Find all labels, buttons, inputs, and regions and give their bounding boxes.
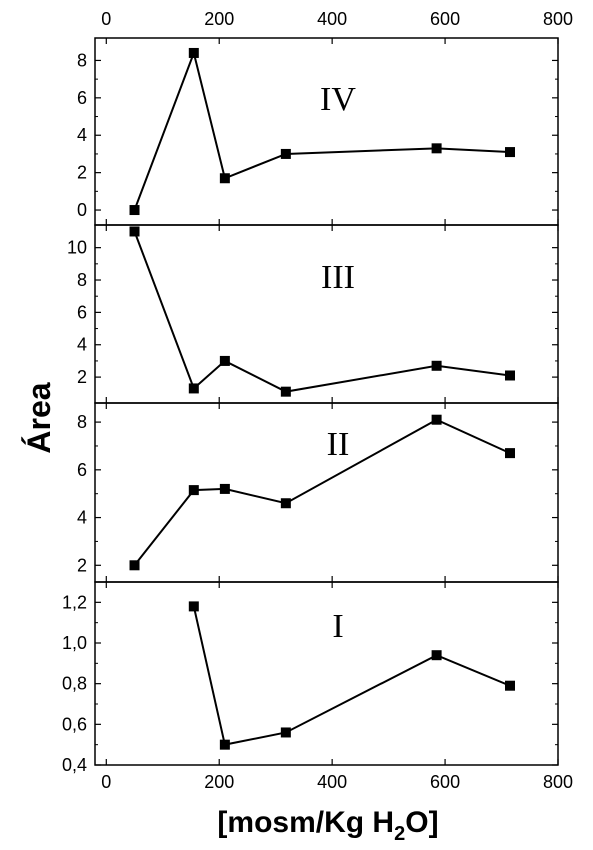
y-tick-label: 4 bbox=[77, 125, 87, 145]
data-point bbox=[431, 414, 442, 425]
panel-ii: 2 4 6 8 II bbox=[77, 402, 559, 583]
data-point bbox=[431, 360, 442, 371]
data-point bbox=[431, 650, 442, 661]
data-point bbox=[188, 601, 199, 612]
y-tick-label: 2 bbox=[77, 367, 87, 387]
top-x-tick-label: 400 bbox=[317, 9, 347, 29]
y-tick-label: 0 bbox=[77, 200, 87, 220]
y-tick-label: 10 bbox=[67, 238, 87, 258]
data-point bbox=[129, 205, 140, 216]
y-tick-label: 8 bbox=[77, 412, 87, 432]
data-point bbox=[188, 485, 199, 496]
data-point bbox=[219, 355, 230, 366]
y-tick-label: 6 bbox=[77, 460, 87, 480]
data-point bbox=[219, 739, 230, 750]
y-tick-label: 1,2 bbox=[62, 592, 87, 612]
data-point bbox=[280, 386, 291, 397]
panel-label: III bbox=[321, 259, 355, 296]
data-point bbox=[219, 483, 230, 494]
x-axis-title-main: [mosm/Kg H bbox=[217, 806, 394, 839]
top-x-tick-label: 200 bbox=[204, 9, 234, 29]
y-tick-label: 8 bbox=[77, 50, 87, 70]
top-x-axis: 0 200 400 600 800 bbox=[101, 9, 573, 29]
series-line-iii bbox=[133, 231, 511, 393]
series-line-iv bbox=[133, 49, 511, 211]
data-point bbox=[129, 560, 140, 571]
data-point bbox=[280, 148, 291, 159]
y-tick-label: 6 bbox=[77, 302, 87, 322]
data-point bbox=[505, 370, 516, 381]
panel-frame bbox=[94, 581, 559, 766]
panel-frame bbox=[94, 224, 559, 404]
y-tick-label: 0,6 bbox=[62, 714, 87, 734]
data-point bbox=[129, 226, 140, 237]
x-axis-title: [mosm/Kg H2O] bbox=[217, 806, 438, 845]
y-tick-label: 4 bbox=[77, 335, 87, 355]
y-tick-label: 0,8 bbox=[62, 674, 87, 694]
x-axis-title-subscript: 2 bbox=[394, 823, 405, 845]
y-tick-label: 1,0 bbox=[62, 633, 87, 653]
panel-i: 0,4 0,6 0,8 1,0 1,2 I bbox=[62, 581, 559, 775]
panel-iv: 0 2 4 6 8 IV bbox=[77, 37, 559, 226]
panel-iii: 2 4 6 8 10 III bbox=[67, 224, 559, 404]
data-point bbox=[188, 383, 199, 394]
data-point bbox=[431, 143, 442, 154]
bottom-x-tick-label: 0 bbox=[101, 772, 111, 792]
bottom-x-tick-label: 800 bbox=[543, 772, 573, 792]
bottom-x-tick-label: 400 bbox=[317, 772, 347, 792]
y-tick-label: 0,4 bbox=[62, 755, 87, 775]
bottom-x-tick-label: 600 bbox=[430, 772, 460, 792]
y-tick-label: 8 bbox=[77, 270, 87, 290]
panel-label: II bbox=[327, 426, 350, 463]
top-x-tick-label: 0 bbox=[101, 9, 111, 29]
bottom-x-tick-label: 200 bbox=[204, 772, 234, 792]
series-line-ii bbox=[133, 418, 511, 566]
series-line-i bbox=[192, 606, 511, 746]
y-tick-label: 2 bbox=[77, 163, 87, 183]
y-tick-label: 4 bbox=[77, 508, 87, 528]
panel-label: I bbox=[332, 608, 343, 645]
data-point bbox=[505, 147, 516, 158]
y-tick-label: 2 bbox=[77, 555, 87, 575]
data-point bbox=[505, 680, 516, 691]
top-x-tick-label: 800 bbox=[543, 9, 573, 29]
chart-panels: 0 2 4 6 8 IV 2 4 6 8 10 III 2 4 6 8 II 0,4 0,6 0,8 1,0 1,2 I bbox=[62, 37, 559, 775]
data-point bbox=[219, 173, 230, 184]
data-point bbox=[188, 47, 199, 58]
data-point bbox=[280, 727, 291, 738]
panel-label: IV bbox=[320, 81, 356, 118]
data-point bbox=[505, 448, 516, 459]
y-axis-title: Área bbox=[21, 382, 57, 453]
y-tick-label: 6 bbox=[77, 88, 87, 108]
data-point bbox=[280, 498, 291, 509]
top-x-tick-label: 600 bbox=[430, 9, 460, 29]
x-axis-title-tail: O] bbox=[405, 806, 438, 839]
bottom-x-axis: 0 200 400 600 800 bbox=[101, 772, 573, 792]
